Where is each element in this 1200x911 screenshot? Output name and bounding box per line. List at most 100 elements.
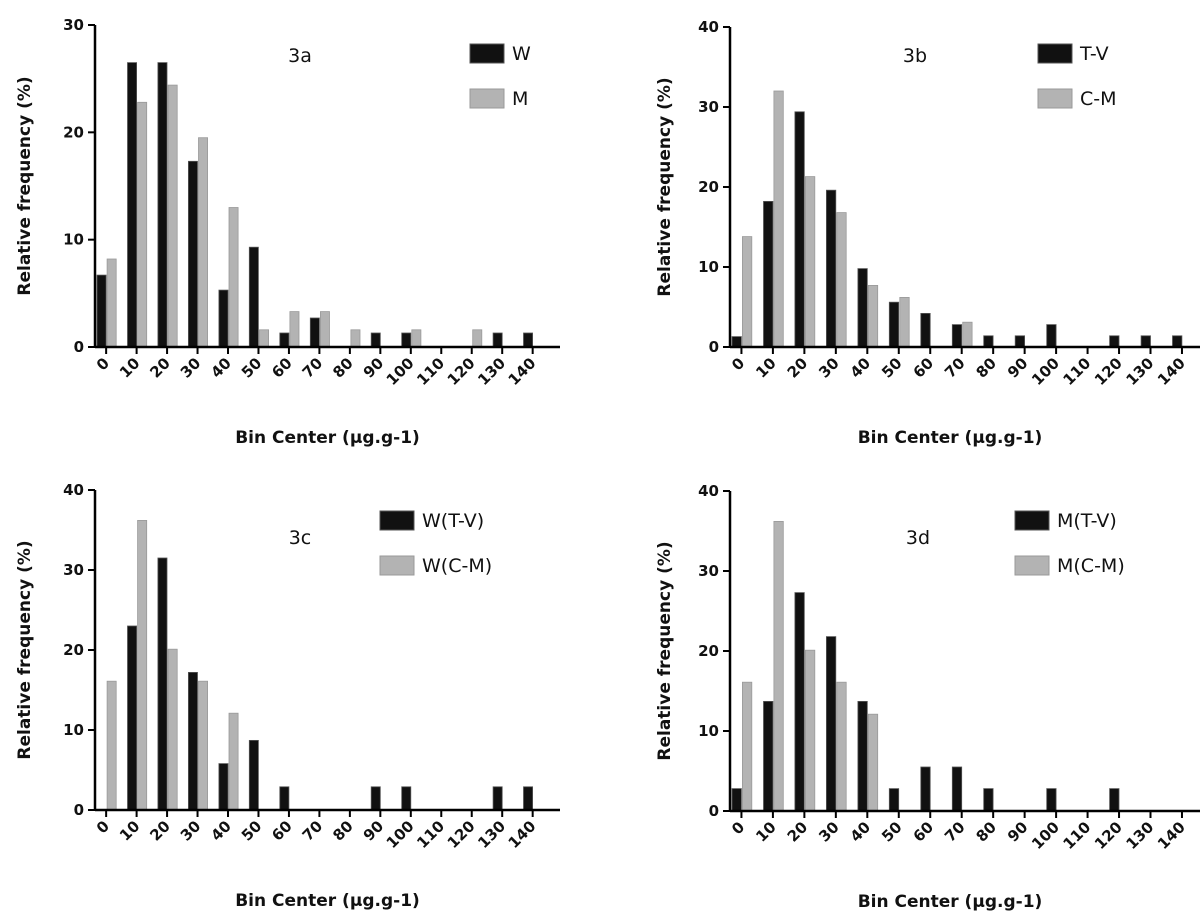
x-tick-label: 20	[146, 817, 173, 844]
y-tick-label: 10	[698, 258, 719, 276]
bar-W-50	[248, 246, 259, 348]
x-tick-label: 50	[238, 817, 265, 844]
bar-M(T-V)-30	[825, 636, 837, 812]
legend-label: M(C-M)	[1057, 555, 1125, 577]
y-tick-label: 40	[698, 482, 719, 500]
bar-W(C-M)-10	[137, 520, 148, 811]
y-tick-label: 30	[63, 16, 84, 34]
y-tick-label: 10	[63, 721, 84, 739]
x-tick-label: 10	[116, 354, 143, 381]
x-tick-label: 130	[1122, 354, 1157, 389]
bar-W-0	[96, 274, 107, 348]
legend-swatch	[469, 43, 505, 64]
bar-M(T-V)-70	[951, 766, 963, 812]
bar-T-V-60	[920, 312, 931, 348]
x-tick-label: 30	[177, 354, 204, 381]
bar-W(T-V)-30	[187, 671, 198, 811]
bar-T-V-100	[1046, 324, 1057, 348]
legend-label: T-V	[1079, 43, 1109, 65]
bar-W(C-M)-30	[198, 680, 209, 811]
bar-W(T-V)-130	[492, 786, 503, 811]
bar-C-M-40	[867, 284, 879, 348]
bar-T-V-70	[951, 324, 963, 348]
x-tick-label: 100	[383, 817, 418, 852]
x-tick-label: 70	[299, 354, 326, 381]
bar-M(T-V)-40	[857, 700, 868, 812]
x-tick-label: 60	[268, 354, 295, 381]
bar-M-120	[472, 329, 483, 348]
y-axis-title: Relative frequency (%)	[655, 541, 675, 760]
bar-M-60	[289, 311, 300, 348]
bar-M(T-V)-50	[888, 788, 900, 812]
bar-M(C-M)-20	[804, 649, 816, 812]
x-axis-title: Bin Center (µg.g-1)	[858, 428, 1043, 448]
bar-T-V-40	[857, 268, 868, 348]
x-tick-label: 80	[973, 354, 1000, 381]
legend-label: M(T-V)	[1057, 510, 1117, 532]
x-tick-label: 40	[847, 354, 874, 381]
bar-C-M-20	[804, 176, 816, 348]
bar-T-V-20	[794, 111, 805, 348]
x-tick-label: 110	[1060, 354, 1095, 389]
x-tick-label: 30	[815, 818, 842, 845]
x-tick-label: 10	[752, 818, 779, 845]
x-tick-label: 120	[444, 817, 479, 852]
bar-T-V-140	[1172, 335, 1183, 348]
bar-W-10	[127, 62, 138, 348]
x-tick-label: 80	[329, 354, 356, 381]
bar-M-0	[106, 258, 117, 348]
x-tick-label: 50	[878, 354, 905, 381]
y-tick-label: 30	[698, 562, 719, 580]
bar-M-30	[198, 137, 209, 348]
bar-C-M-50	[899, 296, 910, 348]
x-tick-label: 100	[383, 354, 418, 389]
x-tick-label: 130	[474, 354, 509, 389]
bar-T-V-80	[983, 335, 994, 348]
x-tick-label: 0	[728, 818, 748, 838]
bar-M(T-V)-0	[731, 788, 742, 812]
bar-W(T-V)-100	[401, 786, 412, 811]
bar-C-M-0	[741, 236, 753, 348]
bar-W-140	[523, 332, 534, 348]
bar-T-V-50	[888, 301, 900, 348]
x-tick-label: 90	[1004, 354, 1031, 381]
x-tick-label: 130	[1122, 818, 1157, 853]
bar-W(C-M)-20	[167, 648, 178, 811]
bar-M-10	[137, 101, 148, 348]
x-tick-label: 60	[910, 354, 937, 381]
legend-swatch	[379, 555, 415, 576]
x-tick-label: 0	[93, 817, 113, 837]
legend-label: W(T-V)	[422, 510, 484, 532]
x-tick-label: 10	[752, 354, 779, 381]
x-tick-label: 110	[1060, 818, 1095, 853]
legend-label: W	[512, 43, 531, 65]
x-tick-label: 70	[941, 818, 968, 845]
bar-W(T-V)-140	[523, 786, 534, 811]
x-tick-label: 80	[329, 817, 356, 844]
bar-M(C-M)-40	[867, 713, 879, 812]
x-tick-label: 90	[1004, 818, 1031, 845]
y-tick-label: 20	[698, 178, 719, 196]
x-tick-label: 100	[1028, 354, 1063, 389]
y-axis-title: Relative frequency (%)	[15, 76, 35, 295]
bar-W(T-V)-50	[248, 739, 259, 811]
y-tick-label: 0	[74, 338, 84, 356]
bar-W-70	[309, 317, 320, 348]
bar-M(T-V)-20	[794, 592, 805, 812]
bar-M-20	[167, 84, 178, 348]
legend-swatch	[1014, 510, 1050, 531]
x-tick-label: 20	[784, 818, 811, 845]
x-axis-title: Bin Center (µg.g-1)	[858, 892, 1043, 911]
x-tick-label: 20	[146, 354, 173, 381]
bar-W-130	[492, 332, 503, 348]
y-tick-label: 20	[63, 123, 84, 141]
bar-W(T-V)-90	[370, 786, 381, 811]
y-tick-label: 30	[63, 561, 84, 579]
bar-C-M-10	[773, 90, 784, 348]
bar-W(T-V)-10	[127, 625, 138, 811]
x-tick-label: 30	[177, 817, 204, 844]
